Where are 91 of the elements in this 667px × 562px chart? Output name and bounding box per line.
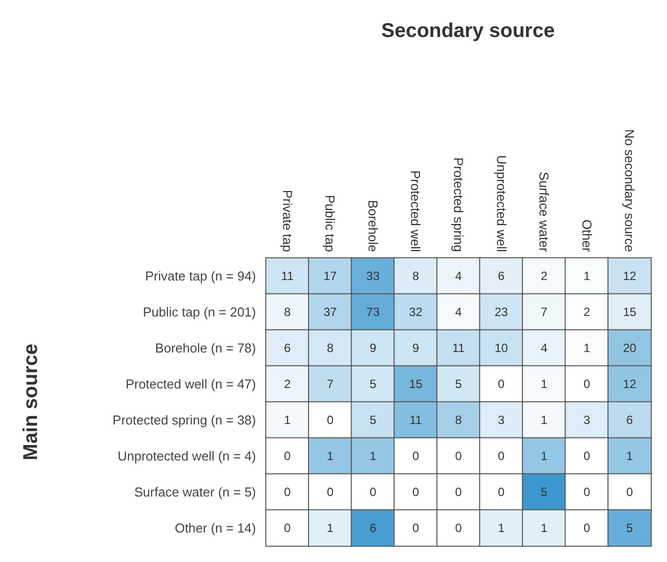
data-label: 2 bbox=[583, 305, 590, 319]
data-label: 1 bbox=[626, 449, 634, 463]
y-tick-label: Protected well (n = 47) bbox=[126, 376, 256, 392]
data-label: 1 bbox=[583, 269, 590, 283]
data-label: 23 bbox=[494, 305, 508, 319]
data-label: 8 bbox=[326, 341, 334, 355]
y-tick-label: Borehole (n = 78) bbox=[155, 340, 256, 356]
data-label: 9 bbox=[412, 341, 420, 355]
data-label: 0 bbox=[284, 521, 292, 535]
data-label: 3 bbox=[583, 413, 590, 427]
data-label: 0 bbox=[455, 449, 462, 463]
x-tick-label: Protected well bbox=[408, 170, 424, 252]
data-label: 0 bbox=[370, 485, 377, 499]
data-label: 1 bbox=[540, 377, 548, 391]
data-label: 11 bbox=[452, 341, 466, 355]
data-label: 1 bbox=[326, 521, 334, 535]
y-tick-label: Unprotected well (n = 4) bbox=[118, 448, 256, 464]
data-label: 0 bbox=[583, 449, 590, 463]
data-label: 4 bbox=[455, 305, 462, 319]
data-label: 33 bbox=[366, 269, 380, 283]
data-label: 73 bbox=[366, 305, 380, 319]
data-label: 5 bbox=[626, 521, 634, 535]
x-tick-label: Unprotected well bbox=[494, 155, 509, 252]
data-label: 5 bbox=[455, 377, 462, 391]
data-label: 32 bbox=[409, 305, 423, 319]
data-label: 1 bbox=[540, 449, 548, 463]
data-label: 2 bbox=[540, 269, 548, 283]
data-label: 1 bbox=[540, 521, 548, 535]
data-label: 0 bbox=[455, 485, 462, 499]
data-label: 0 bbox=[498, 485, 505, 499]
data-label: 6 bbox=[370, 521, 377, 535]
data-label: 1 bbox=[498, 521, 505, 535]
data-label: 11 bbox=[281, 269, 294, 283]
data-label: 0 bbox=[326, 413, 334, 427]
data-label: 0 bbox=[284, 449, 292, 463]
data-label: 6 bbox=[284, 341, 292, 355]
data-label: 0 bbox=[412, 485, 420, 499]
data-label: 0 bbox=[583, 377, 590, 391]
y-tick-label: Private tap (n = 94) bbox=[145, 268, 256, 284]
data-label: 37 bbox=[323, 305, 338, 319]
data-label: 9 bbox=[370, 341, 377, 355]
x-tick-label: Borehole bbox=[365, 200, 380, 252]
y-tick-label: Other (n = 14) bbox=[174, 520, 256, 536]
data-label: 15 bbox=[622, 305, 637, 319]
y-tick-label: Protected spring (n = 38) bbox=[112, 412, 256, 428]
data-label: 1 bbox=[540, 413, 548, 427]
data-label: 3 bbox=[498, 413, 505, 427]
data-label: 15 bbox=[409, 377, 423, 391]
data-label: 8 bbox=[284, 305, 292, 319]
data-label: 8 bbox=[455, 413, 462, 427]
data-label: 20 bbox=[622, 341, 637, 355]
data-label: 1 bbox=[284, 413, 292, 427]
y-tick-label: Surface water (n = 5) bbox=[134, 484, 256, 500]
data-label: 8 bbox=[412, 269, 420, 283]
x-tick-label: Protected spring bbox=[451, 157, 466, 252]
data-label: 0 bbox=[412, 449, 420, 463]
data-label: 4 bbox=[540, 341, 548, 355]
data-label: 17 bbox=[323, 269, 338, 283]
data-label: 12 bbox=[622, 377, 637, 391]
data-label: 11 bbox=[409, 413, 422, 427]
data-label: 0 bbox=[326, 485, 334, 499]
data-label: 7 bbox=[326, 377, 334, 391]
data-label: 0 bbox=[583, 521, 590, 535]
data-label: 0 bbox=[412, 521, 420, 535]
x-tick-label: Public tap bbox=[322, 194, 338, 252]
data-label: 10 bbox=[494, 341, 508, 355]
data-label: 0 bbox=[498, 377, 505, 391]
data-label: 1 bbox=[370, 449, 377, 463]
data-label: 0 bbox=[626, 485, 634, 499]
data-label: 5 bbox=[540, 485, 548, 499]
data-label: 0 bbox=[455, 521, 462, 535]
data-label: 1 bbox=[326, 449, 334, 463]
x-tick-label: No secondary source bbox=[622, 129, 638, 252]
data-label: 5 bbox=[370, 413, 377, 427]
data-label: 0 bbox=[583, 485, 590, 499]
x-tick-label: Private tap bbox=[280, 190, 295, 252]
data-label: 1 bbox=[583, 341, 590, 355]
x-tick-label: Surface water bbox=[536, 172, 552, 253]
y-axis-title: Main source bbox=[20, 344, 42, 460]
data-label: 0 bbox=[284, 485, 292, 499]
x-tick-label: Other bbox=[579, 219, 594, 253]
data-label: 4 bbox=[455, 269, 462, 283]
chart-title: Secondary source bbox=[381, 20, 555, 42]
data-label: 5 bbox=[370, 377, 377, 391]
data-label: 2 bbox=[284, 377, 292, 391]
data-label: 12 bbox=[622, 269, 637, 283]
data-label: 7 bbox=[540, 305, 548, 319]
data-label: 6 bbox=[498, 269, 505, 283]
y-tick-label: Public tap (n = 201) bbox=[142, 304, 256, 320]
data-label: 6 bbox=[626, 413, 634, 427]
data-label: 0 bbox=[498, 449, 505, 463]
